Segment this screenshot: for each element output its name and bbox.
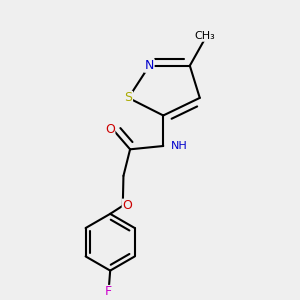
Text: NH: NH (171, 141, 188, 151)
Text: F: F (105, 286, 112, 298)
Text: O: O (122, 199, 132, 212)
Text: O: O (105, 123, 115, 136)
Text: CH₃: CH₃ (194, 31, 215, 41)
Text: S: S (124, 92, 132, 104)
Text: N: N (145, 59, 154, 72)
